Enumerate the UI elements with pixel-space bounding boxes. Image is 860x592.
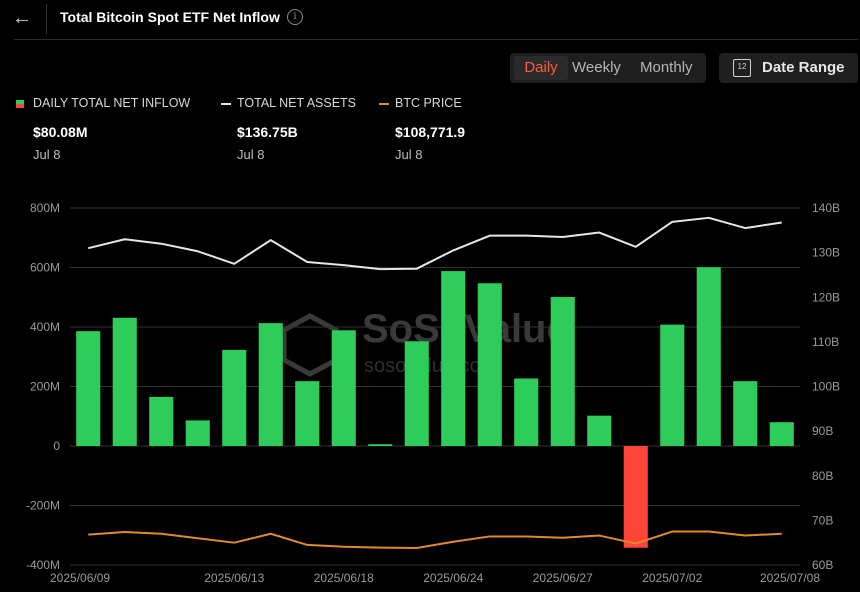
inflow-bar <box>441 271 466 446</box>
arrow-left-icon[interactable]: ← <box>12 7 32 29</box>
y-right-tick-label: 110B <box>812 335 839 349</box>
inflow-bar <box>477 283 502 446</box>
y-right-tick-label: 60B <box>812 558 833 572</box>
y-right-tick-label: 140B <box>812 201 840 215</box>
inflow-bar <box>769 422 794 446</box>
watermark-logo-text: SoSoValue <box>362 307 569 351</box>
date-range-label: Date Range <box>762 59 845 76</box>
inflow-bar <box>185 420 210 446</box>
x-tick-label: 2025/06/24 <box>423 571 483 585</box>
inflow-bar <box>587 415 612 446</box>
x-tick-label: 2025/07/08 <box>760 571 820 585</box>
watermark-logo-icon <box>281 313 339 377</box>
btc-price-line <box>88 530 782 550</box>
inflow-bar <box>696 267 721 446</box>
legend-inflow-value: $80.08M <box>33 124 88 140</box>
y-right-tick-label: 100B <box>812 380 840 394</box>
legend-price-value: $108,771.9 <box>395 124 466 140</box>
legend-inflow-label: DAILY TOTAL NET INFLOW <box>33 96 191 110</box>
y-right-tick-label: 130B <box>812 246 840 260</box>
legend-assets-date: Jul 8 <box>237 147 265 162</box>
watermark-url-text: sosovalue.com <box>364 355 497 377</box>
divider <box>46 4 47 34</box>
y-left-tick-label: -200M <box>26 499 60 513</box>
tab-monthly[interactable]: Monthly <box>640 59 693 76</box>
y-right-tick-label: 80B <box>812 469 833 483</box>
inflow-legend-swatch <box>16 100 24 108</box>
x-tick-label: 2025/06/18 <box>314 571 374 585</box>
assets-legend-swatch <box>221 103 231 105</box>
inflow-bar <box>404 341 429 446</box>
tab-daily[interactable]: Daily <box>514 56 568 80</box>
price-legend-swatch <box>379 103 389 105</box>
inflow-bar <box>550 296 575 446</box>
x-tick-label: 2025/07/02 <box>642 571 702 585</box>
inflow-bar <box>331 330 356 446</box>
page-title: Total Bitcoin Spot ETF Net Inflow <box>60 9 280 25</box>
date-range-button[interactable]: 12 Date Range <box>719 53 858 83</box>
y-left-tick-label: 600M <box>30 261 60 275</box>
inflow-bar <box>514 378 539 446</box>
info-icon[interactable]: i <box>287 9 303 25</box>
x-tick-label: 2025/06/27 <box>533 571 593 585</box>
net-assets-line <box>88 216 782 271</box>
period-toggle: Daily Weekly Monthly <box>510 53 706 83</box>
legend-assets-value: $136.75B <box>237 124 298 140</box>
calendar-icon: 12 <box>733 59 751 77</box>
inflow-bar <box>295 381 320 446</box>
inflow-bar <box>733 381 758 446</box>
header-divider <box>14 39 858 40</box>
inflow-bar <box>660 324 685 446</box>
tab-weekly[interactable]: Weekly <box>572 59 621 76</box>
top-bar: ← Total Bitcoin Spot ETF Net Inflow i <box>0 0 860 40</box>
y-left-tick-label: -400M <box>26 558 60 572</box>
y-left-tick-label: 200M <box>30 380 60 394</box>
y-right-tick-label: 70B <box>812 513 833 527</box>
legend-inflow-date: Jul 8 <box>33 147 61 162</box>
x-tick-label: 2025/06/09 <box>50 571 110 585</box>
legend-price-label: BTC PRICE <box>395 96 462 110</box>
inflow-bar <box>76 331 101 446</box>
legend-price-date: Jul 8 <box>395 147 423 162</box>
inflow-bar <box>368 444 393 446</box>
y-right-tick-label: 120B <box>812 290 840 304</box>
inflow-bar <box>149 396 174 446</box>
inflow-bar <box>623 446 648 548</box>
y-left-tick-label: 400M <box>30 320 60 334</box>
y-right-tick-label: 90B <box>812 424 833 438</box>
inflow-bar <box>258 323 283 446</box>
y-left-tick-label: 0 <box>53 439 60 453</box>
x-tick-label: 2025/06/13 <box>204 571 264 585</box>
inflow-bar <box>222 349 247 446</box>
legend-assets-label: TOTAL NET ASSETS <box>237 96 357 110</box>
inflow-bar <box>112 317 137 446</box>
y-left-tick-label: 800M <box>30 201 60 215</box>
